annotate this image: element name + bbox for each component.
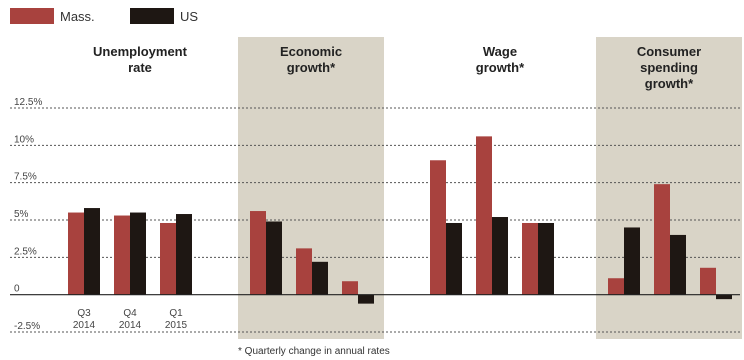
bar-1-1-0	[296, 248, 312, 295]
panel-title-3: Consumer	[637, 44, 701, 59]
bar-3-0-0	[608, 278, 624, 295]
bar-0-2-1	[176, 214, 192, 295]
y-tick-label: 2.5%	[14, 246, 37, 257]
bar-1-0-1	[266, 221, 282, 295]
bar-1-0-0	[250, 211, 266, 295]
legend-label-us: US	[180, 9, 198, 24]
y-tick-label: -2.5%	[14, 321, 40, 332]
bar-0-1-1	[130, 212, 146, 295]
bar-2-1-0	[476, 136, 492, 295]
y-tick-label: 0	[14, 284, 20, 295]
panel-title-0: rate	[128, 60, 152, 75]
bar-3-1-1	[670, 234, 686, 295]
bar-2-0-0	[430, 160, 446, 295]
bar-3-2-0	[700, 267, 716, 295]
bars	[68, 136, 732, 304]
footnote: * Quarterly change in annual rates	[238, 346, 390, 357]
y-tick-label: 5%	[14, 209, 29, 220]
panel-title-3: spending	[640, 60, 698, 75]
bar-0-1-0	[114, 215, 130, 295]
category-label-1: 2014	[119, 320, 142, 331]
category-label-1: Q4	[123, 308, 137, 319]
panel-title-1: Economic	[280, 44, 342, 59]
legend-swatch-mass	[10, 8, 54, 24]
panel-title-1: growth*	[287, 60, 336, 75]
category-label-0: 2014	[73, 320, 96, 331]
bar-1-1-1	[312, 261, 328, 295]
bar-3-2-1	[716, 294, 732, 300]
legend-swatch-us	[130, 8, 174, 24]
bar-3-0-1	[624, 227, 640, 295]
bar-0-0-0	[68, 212, 84, 295]
bar-2-2-0	[522, 222, 538, 295]
y-tick-label: 10%	[14, 134, 34, 145]
panel-title-0: Unemployment	[93, 44, 188, 59]
category-label-2: 2015	[165, 320, 188, 331]
y-tick-labels: 12.5% 10% 7.5% 5% 2.5% 0 -2.5%	[14, 97, 42, 332]
legend: Mass. US	[10, 8, 198, 24]
bar-2-0-1	[446, 222, 462, 295]
bar-1-2-1	[358, 294, 374, 304]
y-tick-label: 7.5%	[14, 172, 37, 183]
panel-titles: UnemploymentrateEconomicgrowth*Wagegrowt…	[93, 44, 701, 91]
panel-title-2: Wage	[483, 44, 517, 59]
y-tick-label: 12.5%	[14, 97, 42, 108]
legend-label-mass: Mass.	[60, 9, 95, 24]
category-label-2: Q1	[169, 308, 183, 319]
panel-title-3: growth*	[645, 76, 694, 91]
bar-0-0-1	[84, 208, 100, 295]
bar-1-2-0	[342, 281, 358, 295]
bar-2-1-1	[492, 217, 508, 295]
bar-3-1-0	[654, 184, 670, 295]
bar-2-2-1	[538, 222, 554, 295]
bar-0-2-0	[160, 222, 176, 295]
category-label-0: Q3	[77, 308, 91, 319]
panel-title-2: growth*	[476, 60, 525, 75]
